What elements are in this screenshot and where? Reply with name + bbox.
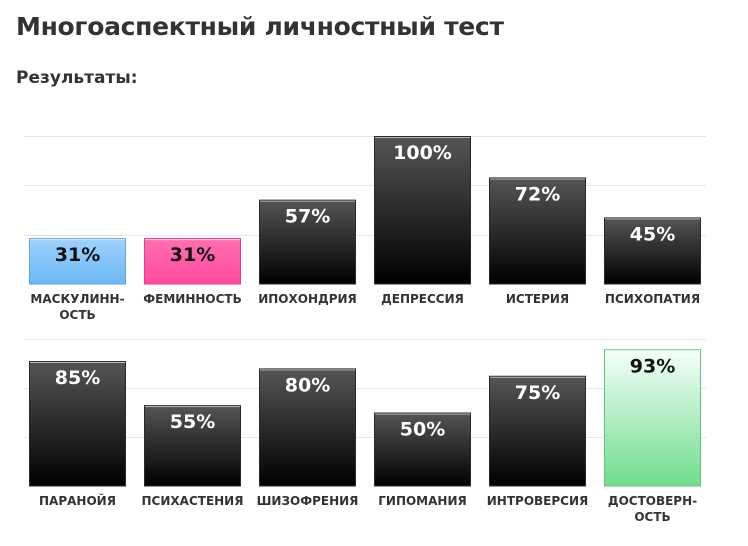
category-label: ПАРАНОЙЯ (39, 493, 116, 508)
category-label: ФЕМИННОСТЬ (143, 292, 242, 306)
category-label: ПСИХАСТЕНИЯ (142, 494, 244, 508)
results-heading: Результаты: (16, 68, 138, 88)
bar (604, 217, 701, 285)
category-label: ДЕПРЕССИЯ (381, 292, 464, 306)
bar-value-label: 75% (515, 382, 560, 404)
bar (489, 375, 586, 487)
bar (29, 361, 126, 487)
page-title: Многоаспектный личностный тест (16, 12, 504, 41)
category-label: ИСТЕРИЯ (506, 292, 569, 306)
bar-value-label: 31% (55, 244, 100, 266)
category-label: ПСИХОПАТИЯ (605, 292, 700, 306)
bar-value-label: 72% (515, 183, 560, 205)
category-label: ОСТЬ (59, 308, 95, 322)
bar-value-label: 57% (285, 206, 330, 228)
bar-value-label: 45% (630, 223, 675, 245)
category-label: ШИЗОФРЕНИЯ (257, 494, 359, 508)
category-label: ИПОХОНДРИЯ (258, 292, 357, 306)
bar (259, 368, 356, 487)
bar (144, 405, 241, 487)
bar-value-label: 100% (393, 142, 452, 164)
bar (604, 349, 701, 487)
category-label: МАСКУЛИНН- (30, 292, 124, 306)
category-label: ДОСТОВЕРН- (608, 494, 697, 508)
bar (374, 412, 471, 487)
bar-value-label: 31% (170, 244, 215, 266)
bar-value-label: 85% (55, 367, 100, 389)
category-label: ГИПОМАНИЯ (378, 494, 467, 508)
bar (374, 136, 471, 285)
category-label: ОСТЬ (634, 510, 670, 524)
bar (259, 199, 356, 285)
bar (144, 238, 241, 285)
bar-value-label: 80% (285, 374, 330, 396)
category-label: ИНТРОВЕРСИЯ (487, 494, 589, 508)
bar-value-label: 93% (630, 355, 675, 377)
bar (489, 177, 586, 285)
bar (29, 238, 126, 285)
bar-value-label: 55% (170, 411, 215, 433)
bar-value-label: 50% (400, 419, 445, 441)
